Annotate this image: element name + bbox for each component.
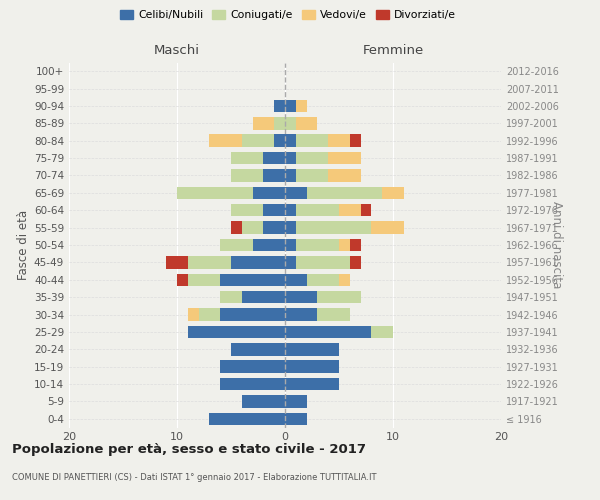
Bar — [285, 222, 296, 234]
Bar — [231, 204, 263, 216]
Bar — [274, 100, 285, 112]
Bar — [263, 204, 285, 216]
Bar — [285, 100, 296, 112]
Bar — [263, 222, 285, 234]
Bar — [307, 274, 339, 286]
Bar — [231, 256, 285, 268]
Bar — [328, 134, 350, 147]
Bar — [339, 274, 350, 286]
Bar — [209, 412, 285, 425]
Bar — [296, 169, 328, 181]
Bar — [242, 222, 263, 234]
Legend: Celibi/Nubili, Coniugati/e, Vedovi/e, Divorziati/e: Celibi/Nubili, Coniugati/e, Vedovi/e, Di… — [116, 6, 460, 25]
Bar — [296, 100, 307, 112]
Bar — [253, 117, 274, 130]
Bar — [231, 343, 285, 355]
Bar — [296, 204, 339, 216]
Bar — [188, 274, 220, 286]
Bar — [242, 395, 285, 407]
Bar — [285, 169, 296, 181]
Bar — [285, 308, 317, 321]
Bar — [307, 186, 382, 199]
Bar — [231, 152, 263, 164]
Bar — [328, 169, 361, 181]
Bar — [296, 256, 350, 268]
Bar — [328, 152, 361, 164]
Bar — [296, 134, 328, 147]
Bar — [220, 291, 242, 304]
Bar — [188, 326, 285, 338]
Bar — [285, 186, 307, 199]
Text: Maschi: Maschi — [154, 44, 200, 58]
Bar — [285, 343, 339, 355]
Bar — [285, 326, 371, 338]
Bar — [188, 308, 199, 321]
Bar — [242, 134, 274, 147]
Text: Femmine: Femmine — [362, 44, 424, 58]
Bar — [220, 378, 285, 390]
Bar — [350, 134, 361, 147]
Bar — [339, 238, 350, 252]
Bar — [285, 378, 339, 390]
Bar — [317, 291, 361, 304]
Bar — [285, 395, 307, 407]
Bar — [231, 169, 263, 181]
Bar — [253, 238, 285, 252]
Bar — [339, 204, 361, 216]
Bar — [199, 308, 220, 321]
Bar — [263, 152, 285, 164]
Bar — [253, 186, 285, 199]
Bar — [285, 291, 317, 304]
Y-axis label: Anni di nascita: Anni di nascita — [550, 202, 563, 288]
Bar — [285, 117, 296, 130]
Text: COMUNE DI PANETTIERI (CS) - Dati ISTAT 1° gennaio 2017 - Elaborazione TUTTITALIA: COMUNE DI PANETTIERI (CS) - Dati ISTAT 1… — [12, 472, 377, 482]
Bar — [350, 256, 361, 268]
Bar — [188, 256, 231, 268]
Bar — [296, 238, 339, 252]
Bar — [285, 204, 296, 216]
Bar — [296, 152, 328, 164]
Bar — [285, 412, 307, 425]
Bar — [242, 291, 285, 304]
Bar — [166, 256, 188, 268]
Bar — [371, 222, 404, 234]
Y-axis label: Fasce di età: Fasce di età — [17, 210, 30, 280]
Bar — [382, 186, 404, 199]
Bar — [296, 117, 317, 130]
Bar — [285, 256, 296, 268]
Bar — [220, 274, 285, 286]
Bar — [285, 360, 339, 373]
Bar — [285, 134, 296, 147]
Bar — [209, 134, 242, 147]
Bar — [220, 308, 285, 321]
Bar — [317, 308, 350, 321]
Bar — [263, 169, 285, 181]
Bar — [361, 204, 371, 216]
Bar — [177, 274, 188, 286]
Bar — [350, 238, 361, 252]
Bar — [231, 222, 242, 234]
Bar — [274, 134, 285, 147]
Bar — [296, 222, 371, 234]
Bar — [220, 360, 285, 373]
Bar — [220, 238, 253, 252]
Bar — [285, 274, 307, 286]
Bar — [285, 152, 296, 164]
Bar — [371, 326, 393, 338]
Bar — [177, 186, 253, 199]
Bar — [285, 238, 296, 252]
Text: Popolazione per età, sesso e stato civile - 2017: Popolazione per età, sesso e stato civil… — [12, 442, 366, 456]
Bar — [274, 117, 285, 130]
